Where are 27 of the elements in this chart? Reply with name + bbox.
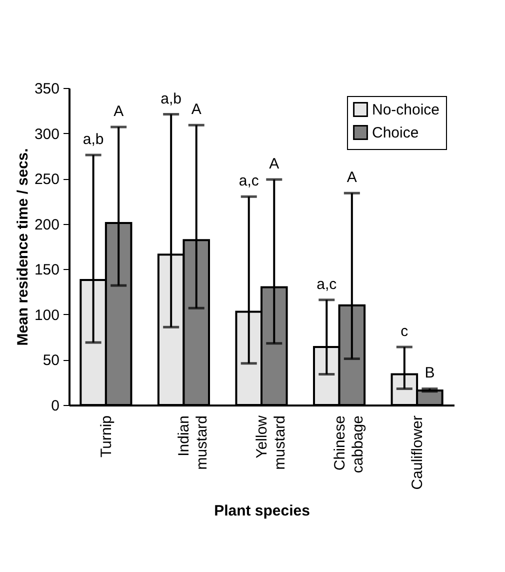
y-tick-label: 250 [34, 171, 60, 188]
x-tick-label: Cauliflower [409, 416, 426, 490]
annotation: a,c [316, 276, 338, 293]
annotation: a,c [238, 172, 260, 190]
annotation: A [114, 102, 124, 120]
annotation: c [400, 323, 409, 340]
annotation: a,b [82, 131, 104, 148]
legend-label: Choice [372, 124, 419, 142]
y-tick-label: 150 [34, 262, 60, 279]
x-tick-label: Yellow mustard [254, 415, 288, 470]
annotation: B [424, 364, 435, 382]
y-tick-label: 50 [42, 352, 60, 370]
y-tick-label: 200 [34, 216, 60, 234]
legend-label: No-choice [372, 102, 440, 118]
annotation: A [346, 169, 357, 186]
x-axis-title: Plant species [214, 502, 310, 520]
x-tick-label: Chinese cabbage [331, 416, 366, 474]
y-tick-label: 300 [34, 126, 60, 143]
x-tick-label: Indian mustard [176, 416, 211, 470]
annotation: A [191, 101, 202, 118]
y-axis-title: Mean residence time / secs. [14, 148, 32, 346]
y-tick-label: 350 [34, 80, 60, 98]
annotation: A [269, 155, 280, 172]
x-tick-label: Turnip [98, 416, 115, 458]
y-tick-label: 0 [51, 398, 60, 414]
annotation: a,b [160, 90, 182, 108]
y-tick-label: 100 [34, 306, 60, 324]
